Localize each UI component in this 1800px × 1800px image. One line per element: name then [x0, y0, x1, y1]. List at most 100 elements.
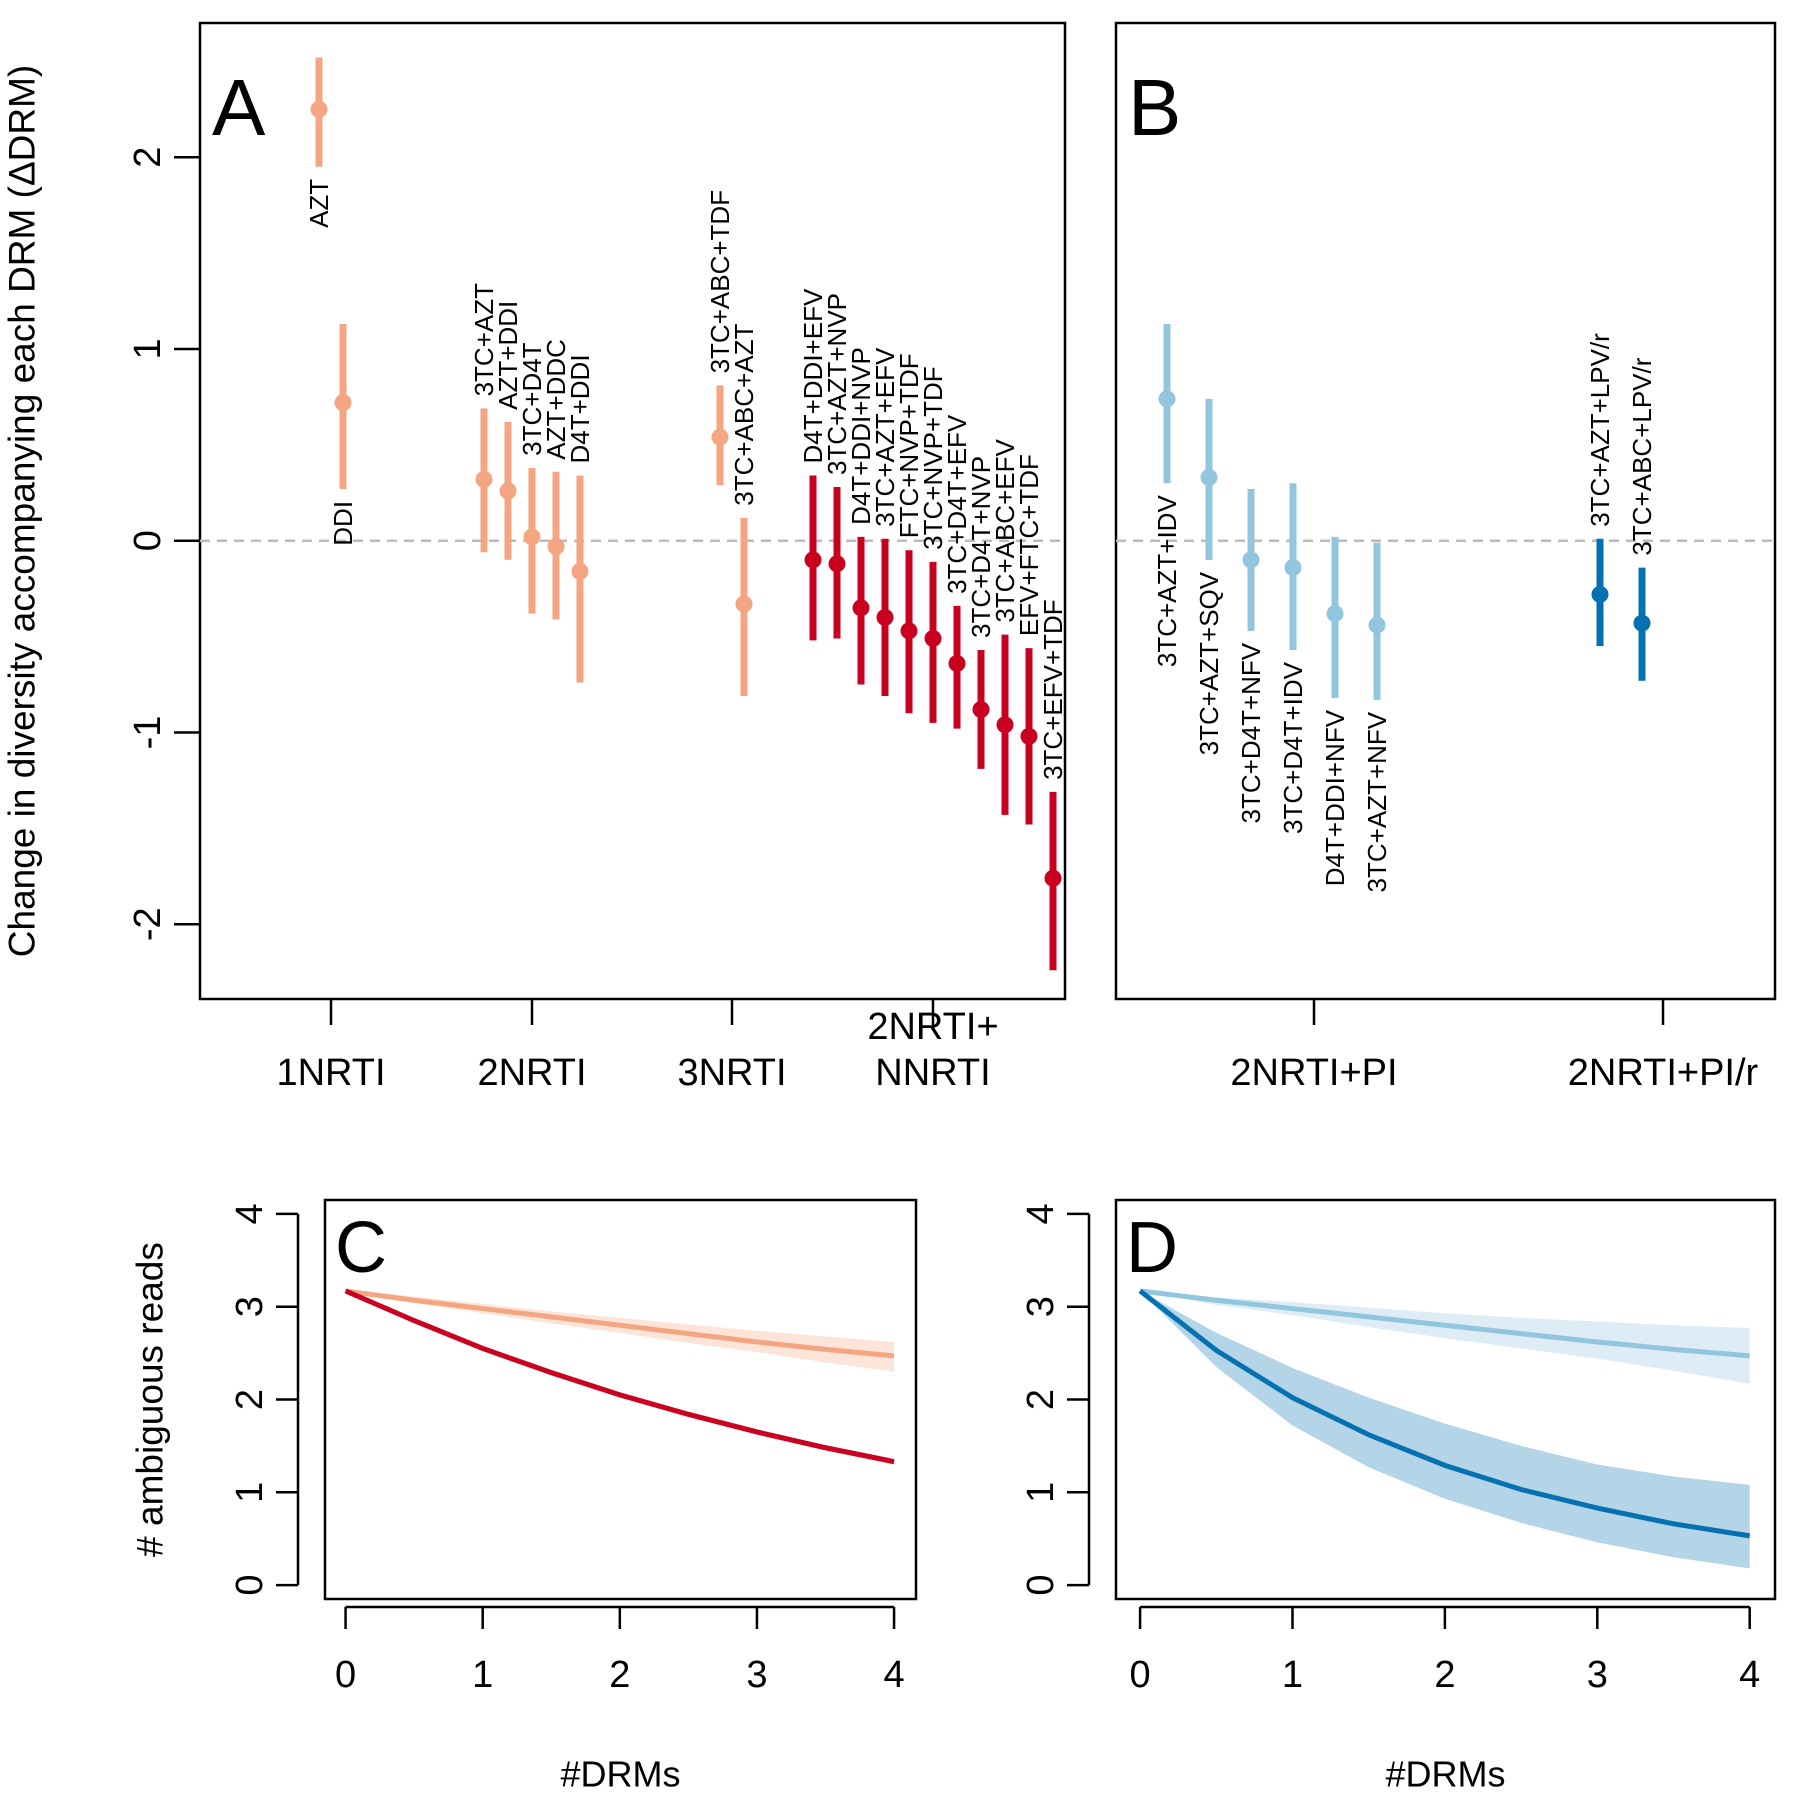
point — [972, 700, 990, 718]
y-tick-label: 2 — [229, 1389, 271, 1410]
point-label: 3TC+EFV+TDF — [1038, 599, 1068, 780]
point-label: AZT — [304, 179, 334, 228]
panel-label: A — [212, 63, 266, 152]
point — [571, 562, 589, 580]
x-axis-label: #DRMs — [1385, 1754, 1505, 1795]
y-tick-label: 0 — [127, 530, 169, 551]
point — [924, 630, 942, 648]
point — [876, 608, 894, 626]
point-label: 3TC+D4T+NVP — [966, 456, 996, 638]
line — [1138, 1288, 1751, 1539]
group-label: 2NRTI+ NNRTI — [867, 1006, 999, 1094]
point-label: 3TC+NVP+TDF — [918, 366, 948, 550]
line — [345, 1288, 895, 1359]
point-label: 3TC+D4T+NFV — [1236, 642, 1266, 823]
point-label: 3TC+AZT+NVP — [822, 293, 852, 475]
point-label: 3TC+D4T+IDV — [1278, 661, 1308, 834]
point — [996, 716, 1014, 734]
point — [1633, 614, 1651, 632]
point-label: 3TC+AZT+EFV — [870, 347, 900, 527]
point-label: D4T+DDI — [565, 354, 595, 463]
y-tick-label: 0 — [229, 1575, 271, 1596]
point-label: 3TC+AZT — [469, 283, 499, 397]
point — [900, 622, 918, 640]
point-label: 3TC+AZT+SQV — [1194, 571, 1224, 755]
panel-label: C — [335, 1208, 387, 1288]
panel-label: B — [1128, 63, 1181, 152]
point-label: AZT+DDI — [493, 301, 523, 410]
y-tick-label: 3 — [1020, 1296, 1062, 1317]
y-tick-label: 4 — [1020, 1203, 1062, 1224]
point — [475, 470, 493, 488]
y-tick-label: 1 — [127, 338, 169, 359]
point-label: D4T+DDI+NFV — [1320, 709, 1350, 886]
confidence-band — [345, 1289, 895, 1465]
x-tick-label: 4 — [1739, 1654, 1760, 1696]
x-tick-label: 1 — [472, 1654, 493, 1696]
point — [1284, 559, 1302, 577]
point-label: D4T+DDI+NVP — [846, 347, 876, 525]
line — [1139, 1288, 1750, 1359]
point-label: 3TC+AZT+IDV — [1152, 495, 1182, 668]
plot-box — [198, 21, 1067, 1001]
plot-box — [1114, 1198, 1777, 1601]
y-tick-label: 1 — [229, 1482, 271, 1503]
x-tick-label: 0 — [1130, 1654, 1151, 1696]
group-label: 3NRTI — [677, 1052, 787, 1094]
point — [334, 394, 352, 412]
y-tick-label: 0 — [1020, 1575, 1062, 1596]
y-tick-label: 2 — [1020, 1389, 1062, 1410]
group-label: 2NRTI+PI/r — [1567, 1052, 1759, 1094]
panel-label: D — [1126, 1208, 1178, 1288]
point — [1044, 869, 1062, 887]
point — [852, 599, 870, 617]
x-tick-label: 4 — [883, 1654, 904, 1696]
point-label: EFV+FTC+TDF — [1014, 454, 1044, 636]
plot-box — [323, 1198, 918, 1601]
y-axis-label: Change in diversity accompanying each DR… — [2, 65, 43, 957]
group-label: 2NRTI+PI — [1230, 1052, 1398, 1094]
y-tick-label: -1 — [127, 716, 169, 750]
y-tick-label: 4 — [229, 1203, 271, 1224]
x-tick-label: 1 — [1282, 1654, 1303, 1696]
group-label: 2NRTI — [477, 1052, 587, 1094]
point — [711, 428, 729, 446]
point — [804, 551, 822, 569]
point — [523, 528, 541, 546]
point — [1591, 585, 1609, 603]
point-label: 3TC+ABC+AZT — [729, 324, 759, 506]
point — [1200, 468, 1218, 486]
group-label: 1NRTI — [276, 1052, 386, 1094]
point — [948, 654, 966, 672]
point-label: AZT+DDC — [541, 339, 571, 460]
point-label: 3TC+ABC+LPV/r — [1627, 357, 1657, 555]
line — [344, 1288, 895, 1465]
point — [735, 595, 753, 613]
confidence-band — [1140, 1290, 1750, 1384]
x-tick-label: 3 — [1587, 1654, 1608, 1696]
x-tick-label: 2 — [1434, 1654, 1455, 1696]
point-label: 3TC+ABC+TDF — [705, 190, 735, 374]
point-label: FTC+NVP+TDF — [894, 353, 924, 538]
x-tick-label: 0 — [335, 1654, 356, 1696]
y-tick-label: 2 — [127, 147, 169, 168]
point — [828, 555, 846, 573]
y-tick-label: -2 — [127, 907, 169, 941]
x-tick-label: 2 — [609, 1654, 630, 1696]
point — [1158, 390, 1176, 408]
point-label: DDI — [328, 501, 358, 546]
point — [1368, 616, 1386, 634]
point-label: D4T+DDI+EFV — [798, 288, 828, 463]
point — [1020, 727, 1038, 745]
point — [1242, 551, 1260, 569]
point-label: 3TC+D4T+EFV — [942, 414, 972, 594]
y-tick-label: 3 — [229, 1296, 271, 1317]
point-label: 3TC+AZT+LPV/r — [1585, 333, 1615, 527]
point — [547, 537, 565, 555]
point — [499, 482, 517, 500]
point-label: 3TC+D4T — [517, 342, 547, 456]
point-label: 3TC+AZT+NFV — [1362, 711, 1392, 892]
point — [1326, 605, 1344, 623]
